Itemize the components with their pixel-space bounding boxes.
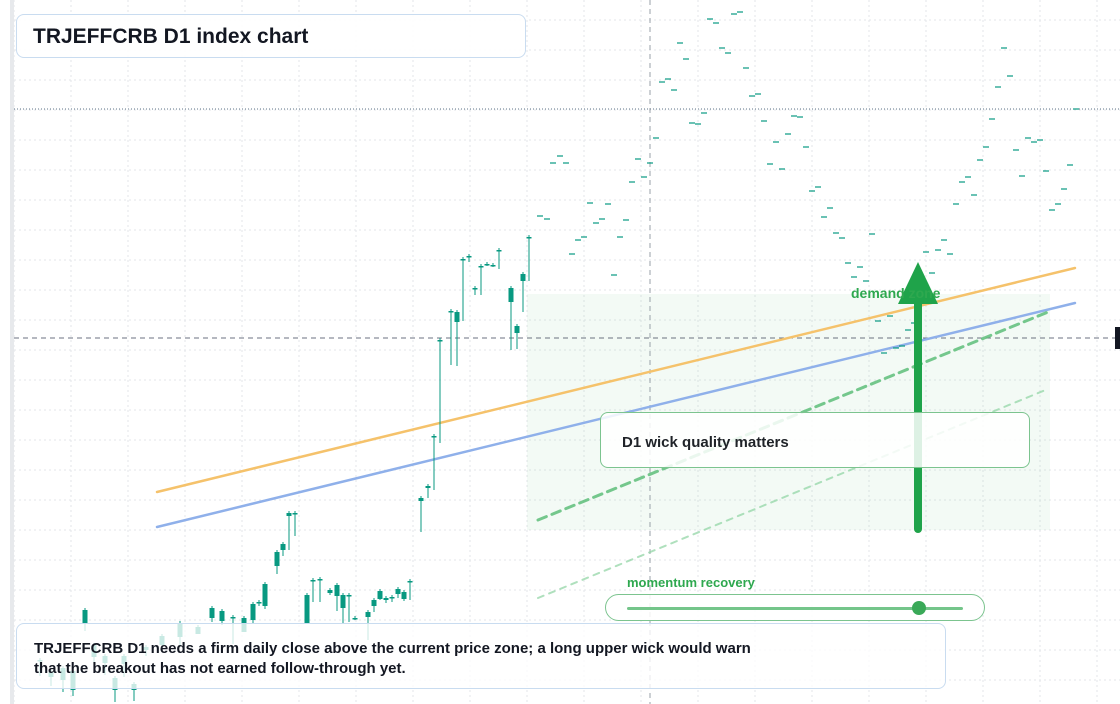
candle-body-up — [327, 590, 333, 593]
candle-body-up — [460, 259, 466, 261]
candle-body-up — [352, 618, 358, 620]
candle-body-up — [418, 498, 424, 501]
title-panel: TRJEFFCRB D1 index chart — [16, 14, 526, 58]
candle-body-up — [304, 595, 310, 623]
demand-zone-label: demand zone — [851, 285, 941, 301]
candle-body-up — [478, 266, 484, 268]
candle-body-up — [346, 595, 352, 597]
momentum-slider-rail — [627, 607, 963, 610]
caption-panel: TRJEFFCRB D1 needs a firm daily close ab… — [16, 623, 946, 689]
momentum-slider[interactable] — [605, 594, 985, 621]
candle-body-up — [280, 544, 286, 550]
candle-body-up — [340, 595, 346, 608]
candle-body-up — [514, 326, 520, 333]
candle-body-up — [383, 598, 389, 600]
caption-text: TRJEFFCRB D1 needs a firm daily close ab… — [34, 640, 751, 677]
demand-arrow-head — [898, 262, 938, 304]
candle-body-up — [401, 592, 407, 599]
candle-body-up — [395, 589, 401, 594]
candle-body-up — [256, 602, 262, 604]
candle-body-up — [431, 436, 437, 438]
candle-body-up — [454, 312, 460, 322]
candle-body-up — [230, 617, 236, 619]
momentum-label: momentum recovery — [627, 575, 755, 590]
momentum-slider-knob[interactable] — [912, 601, 927, 615]
candle-body-up — [425, 486, 431, 488]
candle-body-up — [508, 288, 514, 302]
candle-body-up — [292, 513, 298, 515]
candle-body-up — [250, 604, 256, 620]
candle-body-up — [209, 608, 215, 618]
candle-body-up — [262, 584, 268, 606]
candle-body-up — [437, 340, 443, 342]
candle-body-up — [490, 265, 496, 267]
candle-body-up — [472, 288, 478, 290]
candle-body-up — [371, 600, 377, 606]
price-scale-marker — [1115, 327, 1120, 349]
note-panel: D1 wick quality matters — [600, 412, 1030, 468]
candle-body-up — [286, 513, 292, 516]
candle-body-up — [484, 264, 490, 266]
candle-body-up — [496, 250, 502, 252]
candle-body-up — [448, 311, 454, 313]
candle-body-up — [317, 579, 323, 581]
chart-title: TRJEFFCRB D1 index chart — [33, 25, 309, 48]
candle-body-up — [219, 611, 225, 621]
candle-body-up — [389, 597, 395, 599]
candle-body-up — [407, 581, 413, 583]
note-text: D1 wick quality matters — [622, 434, 789, 451]
candle-body-up — [274, 552, 280, 566]
left-edge-bar — [10, 0, 14, 704]
candle-body-up — [520, 274, 526, 281]
candle-body-up — [466, 256, 472, 258]
candle-body-up — [526, 237, 532, 239]
candle-body-up — [365, 612, 371, 617]
candle-body-up — [377, 591, 383, 599]
candle-body-up — [82, 610, 88, 624]
candle-body-up — [310, 580, 316, 582]
candle-body-up — [334, 585, 340, 596]
